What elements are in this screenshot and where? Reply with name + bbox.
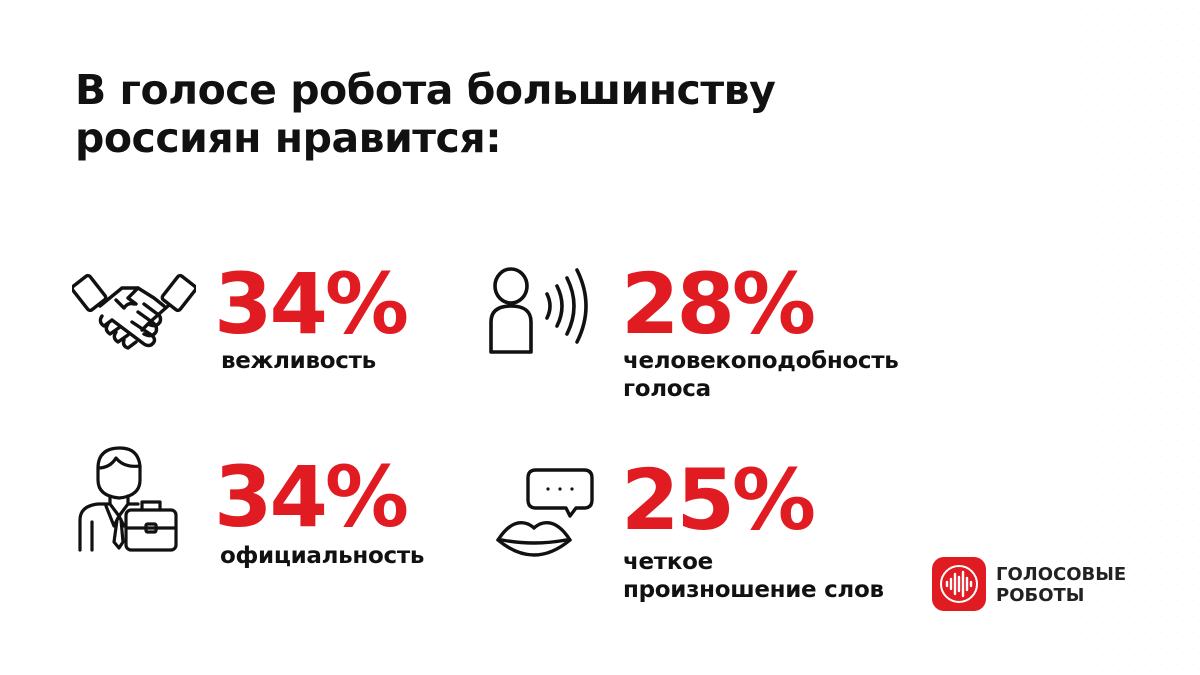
page-title: В голосе робота большинству россиян нрав…	[75, 66, 776, 162]
businessman-briefcase-icon	[76, 446, 180, 554]
stat-label: официальность	[220, 542, 424, 570]
title-line-1: В голосе робота большинству	[75, 66, 776, 114]
stat-value: 28%	[621, 255, 816, 353]
brand-name-line-2: РОБОТЫ	[996, 585, 1085, 606]
stat-label-line: вежливость	[221, 348, 376, 374]
stat-value: 34%	[214, 448, 409, 546]
person-speaking-icon	[485, 266, 597, 356]
brand-name: ГОЛОСОВЫЕ РОБОТЫ	[996, 564, 1126, 606]
stat-label-line: официальность	[220, 543, 425, 569]
stat-label-line: человекоподобность	[623, 348, 899, 374]
lips-speech-bubble-icon	[494, 466, 598, 566]
stat-label: четкое произношение слов	[623, 548, 884, 604]
sound-wave-icon	[932, 557, 986, 611]
title-line-2: россиян нравится:	[75, 114, 502, 162]
stat-value: 25%	[621, 451, 816, 549]
brand-logo: ГОЛОСОВЫЕ РОБОТЫ	[932, 557, 1192, 617]
brand-name-line-1: ГОЛОСОВЫЕ	[996, 564, 1127, 585]
stat-label-line: произношение слов	[623, 577, 884, 603]
handshake-icon	[72, 258, 196, 354]
stat-label-line: голоса	[623, 376, 711, 402]
stat-label: человекоподобность голоса	[623, 347, 899, 403]
stat-label-line: четкое	[623, 549, 713, 575]
stat-value: 34%	[214, 255, 409, 353]
stat-label: вежливость	[221, 347, 376, 375]
